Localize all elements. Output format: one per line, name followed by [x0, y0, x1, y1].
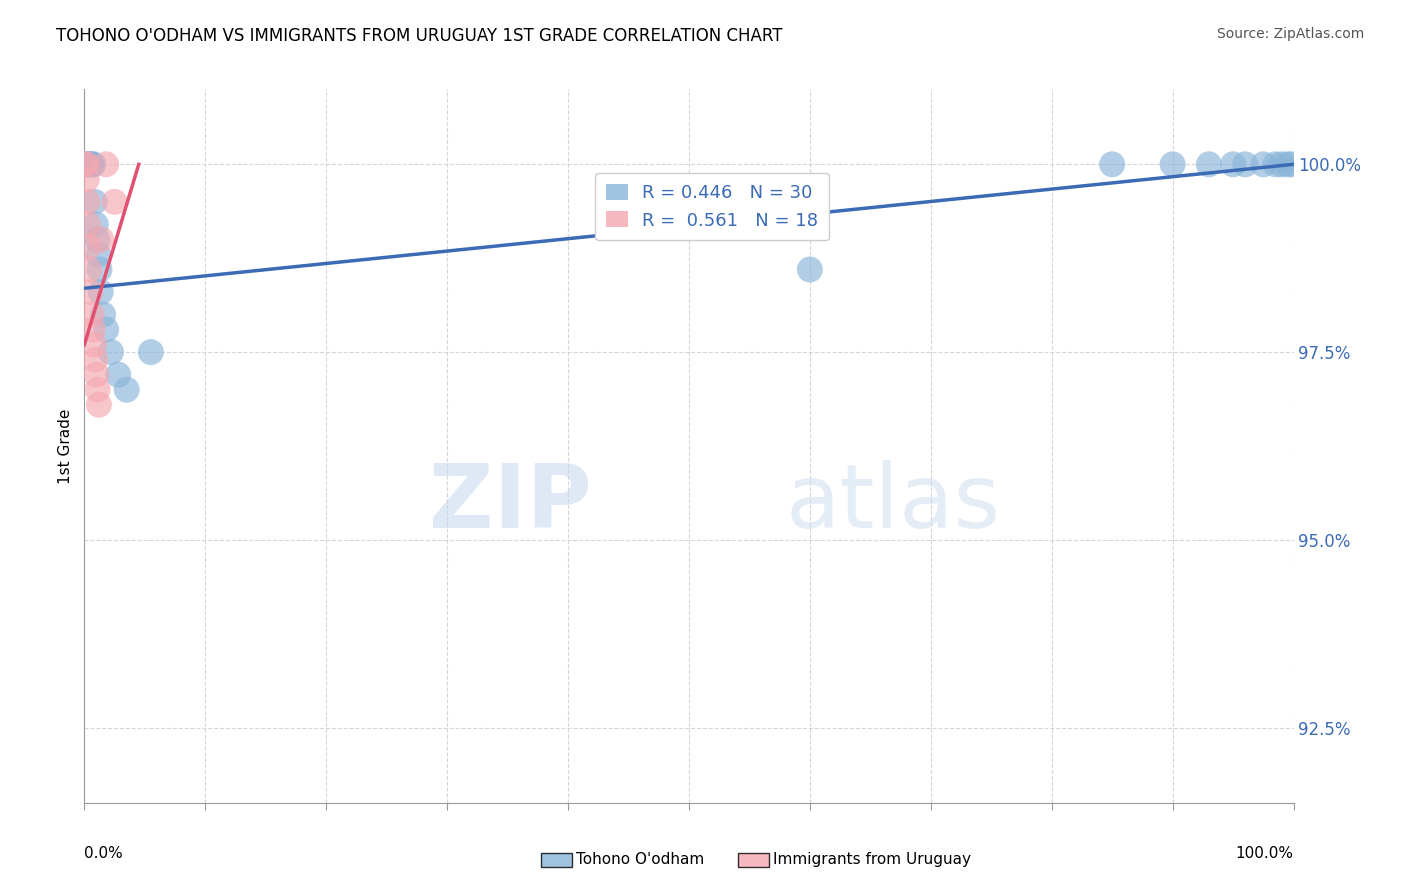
Point: [1198, 157, 1220, 171]
Point: [76, 194, 98, 209]
Text: 0.0%: 0.0%: [84, 846, 124, 861]
Point: [77, 262, 100, 277]
Point: [82, 157, 104, 171]
Point: [1234, 157, 1257, 171]
Point: [107, 368, 129, 382]
Point: [75, 157, 97, 171]
Point: [83, 337, 105, 351]
Point: [86, 383, 108, 397]
Point: [79, 285, 101, 299]
Text: atlas: atlas: [786, 459, 1001, 547]
Point: [1277, 157, 1299, 171]
Point: [76, 157, 98, 171]
Point: [75, 157, 97, 171]
Point: [90, 285, 112, 299]
Point: [75, 157, 97, 171]
Point: [1279, 157, 1302, 171]
Text: ZIP: ZIP: [429, 459, 592, 547]
Point: [83, 194, 105, 209]
Point: [76, 172, 98, 186]
Text: Tohono O'odham: Tohono O'odham: [576, 853, 704, 867]
Point: [87, 398, 110, 412]
Text: TOHONO O'ODHAM VS IMMIGRANTS FROM URUGUAY 1ST GRADE CORRELATION CHART: TOHONO O'ODHAM VS IMMIGRANTS FROM URUGUA…: [56, 27, 783, 45]
Text: Source: ZipAtlas.com: Source: ZipAtlas.com: [1216, 27, 1364, 41]
Point: [1253, 157, 1275, 171]
Point: [86, 232, 108, 246]
Point: [1270, 157, 1292, 171]
Point: [77, 218, 100, 232]
Point: [79, 157, 101, 171]
Point: [94, 157, 117, 171]
Point: [104, 194, 127, 209]
Point: [1222, 157, 1244, 171]
Point: [86, 368, 108, 382]
Point: [82, 322, 104, 336]
Point: [115, 383, 138, 397]
Point: [1264, 157, 1286, 171]
Point: [87, 247, 110, 261]
Point: [80, 157, 103, 171]
Point: [139, 345, 162, 359]
Point: [82, 157, 104, 171]
Text: 100.0%: 100.0%: [1236, 846, 1294, 861]
Point: [89, 262, 111, 277]
Point: [1161, 157, 1184, 171]
Legend: R = 0.446   N = 30, R =  0.561   N = 18: R = 0.446 N = 30, R = 0.561 N = 18: [595, 173, 830, 240]
Point: [84, 352, 107, 367]
Point: [1101, 157, 1123, 171]
Point: [100, 345, 122, 359]
Point: [91, 308, 114, 322]
Point: [90, 232, 112, 246]
Text: Immigrants from Uruguay: Immigrants from Uruguay: [773, 853, 972, 867]
Y-axis label: 1st Grade: 1st Grade: [58, 409, 73, 483]
Point: [799, 262, 821, 277]
Point: [94, 322, 117, 336]
Point: [77, 157, 100, 171]
Point: [84, 218, 107, 232]
Point: [77, 240, 100, 254]
Point: [80, 308, 103, 322]
